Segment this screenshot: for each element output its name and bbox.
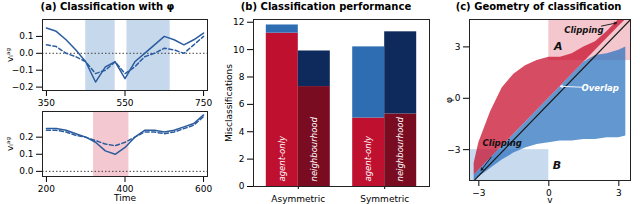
svg-text:v: v: [547, 195, 553, 204]
svg-text:Clipping: Clipping: [483, 138, 522, 148]
svg-text:φ: φ: [444, 97, 454, 103]
svg-text:10: 10: [233, 44, 245, 54]
svg-text:0.0: 0.0: [19, 166, 34, 176]
html-text:(b) Classification performance: (b) Classification performance: [240, 1, 412, 12]
html-text:(a) Classification with φ: (a) Classification with φ: [40, 1, 175, 12]
svg-text:agent-only: agent-only: [277, 135, 287, 182]
svg-text:Symmetric: Symmetric: [360, 194, 409, 204]
svg-text:0.1: 0.1: [19, 31, 33, 41]
svg-text:3: 3: [616, 188, 622, 198]
svg-text:0: 0: [239, 181, 245, 191]
svg-text:A: A: [553, 40, 563, 53]
svg-text:200: 200: [38, 184, 55, 194]
svg-text:−0.1: −0.1: [12, 65, 34, 75]
svg-text:Overlap: Overlap: [581, 83, 618, 93]
svg-text:−3: −3: [472, 188, 485, 198]
svg-text:2: 2: [239, 154, 245, 164]
html-text:(c) Geometry of classification: (c) Geometry of classification: [455, 1, 622, 12]
svg-text:4: 4: [239, 127, 245, 137]
svg-text:8: 8: [239, 72, 245, 82]
svg-text:neighbourhood: neighbourhood: [395, 116, 405, 181]
svg-text:neighbourhood: neighbourhood: [309, 116, 319, 181]
svg-text:12: 12: [233, 17, 244, 27]
svg-text:B: B: [553, 159, 561, 172]
svg-text:Clipping: Clipping: [564, 24, 603, 34]
svg-text:−3: −3: [447, 145, 460, 155]
svg-text:Asymmetric: Asymmetric: [271, 194, 325, 204]
svg-text:600: 600: [195, 184, 212, 194]
svg-text:agent-only: agent-only: [363, 135, 373, 182]
svg-text:vᵢᵃᵍ: vᵢᵃᵍ: [5, 48, 15, 62]
svg-text:0.2: 0.2: [19, 132, 33, 142]
svg-text:vᵢᵃᵍ: vᵢᵃᵍ: [5, 137, 15, 151]
svg-text:350: 350: [37, 97, 55, 108]
svg-text:Misclassifications: Misclassifications: [224, 64, 234, 142]
svg-text:750: 750: [195, 97, 213, 108]
svg-text:Time: Time: [113, 193, 136, 203]
svg-text:400: 400: [116, 183, 134, 194]
svg-text:0: 0: [546, 187, 552, 198]
svg-text:6: 6: [239, 99, 245, 109]
svg-text:550: 550: [116, 97, 134, 108]
svg-text:0.0: 0.0: [19, 48, 34, 58]
svg-text:−0.2: −0.2: [12, 82, 34, 92]
svg-text:0: 0: [455, 93, 461, 103]
svg-text:0.1: 0.1: [19, 149, 33, 159]
svg-text:3: 3: [455, 42, 461, 52]
